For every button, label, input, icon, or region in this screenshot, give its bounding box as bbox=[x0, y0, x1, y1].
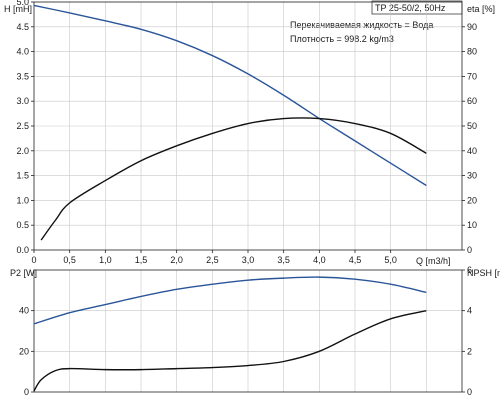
head-efficiency-panel: 0.0 0.5 1.0 1.5 2.0 2.5 3.0 3.5 4.0 4.5 5.0 0 10 20 30… bbox=[16, 0, 477, 265]
right-tick-label: 0 bbox=[467, 245, 472, 255]
x-axis-label: Q [m3/h] bbox=[416, 256, 451, 266]
x-tick-label: 0 bbox=[31, 255, 36, 265]
right-tick-label: 40 bbox=[467, 146, 477, 156]
x-tick-label: 2,5 bbox=[206, 255, 219, 265]
density-annotation: Плотность = 998.2 kg/m3 bbox=[290, 34, 394, 44]
x-tick-label: 5,0 bbox=[384, 255, 397, 265]
left-tick-label: 0.5 bbox=[16, 220, 29, 230]
fluid-annotation: Перекачиваемая жидкость = Вода bbox=[290, 20, 433, 30]
right-tick-label: 2 bbox=[467, 346, 472, 356]
head-curve bbox=[33, 4, 427, 187]
npsh-curve bbox=[33, 309, 427, 392]
right-tick-label: 50 bbox=[467, 121, 477, 131]
right-tick-label: 70 bbox=[467, 71, 477, 81]
right-tick-label: 10 bbox=[467, 220, 477, 230]
plot-frame bbox=[33, 269, 463, 393]
right-tick-label: 30 bbox=[467, 171, 477, 181]
right-tick-label: 6 bbox=[467, 265, 472, 275]
left-tick-label: 1.0 bbox=[16, 195, 29, 205]
left-tick-label: 5.0 bbox=[16, 0, 29, 7]
right-tick-label: 60 bbox=[467, 96, 477, 106]
left-tick-label: 4.0 bbox=[16, 47, 29, 57]
left-tick-label: 4.5 bbox=[16, 22, 29, 32]
x-tick-label: 3,5 bbox=[277, 255, 290, 265]
chart-title: TP 25-50/2, 50Hz bbox=[375, 3, 446, 13]
efficiency-curve bbox=[40, 117, 427, 241]
left-tick-label: 0.0 bbox=[16, 245, 29, 255]
left-tick-label: 1.5 bbox=[16, 171, 29, 181]
bottom-left-unit-p2: P2 [W] bbox=[10, 268, 37, 278]
x-tick-label: 1,0 bbox=[99, 255, 112, 265]
right-tick-label: 80 bbox=[467, 47, 477, 57]
power-p2-curve bbox=[33, 276, 427, 325]
x-tick-label: 3,0 bbox=[242, 255, 255, 265]
gridlines bbox=[34, 270, 462, 392]
left-tick-label: 2.5 bbox=[16, 121, 29, 131]
right-tick-label: 20 bbox=[467, 195, 477, 205]
right-tick-label: 0 bbox=[467, 387, 472, 397]
x-tick-label: 4,5 bbox=[349, 255, 362, 265]
gridlines bbox=[34, 1, 462, 250]
x-tick-label: 1,5 bbox=[135, 255, 148, 265]
bottom-right-unit-npsh: NPSH [mH] bbox=[467, 268, 500, 278]
x-tick-label: 4,0 bbox=[313, 255, 326, 265]
power-npsh-panel: 0 20 40 0 2 4 6 bbox=[19, 265, 472, 397]
right-tick-label: 90 bbox=[467, 22, 477, 32]
left-tick-label: 3.5 bbox=[16, 71, 29, 81]
x-tick-label: 0,5 bbox=[63, 255, 76, 265]
left-tick-label: 3.0 bbox=[16, 96, 29, 106]
right-tick-label: 4 bbox=[467, 306, 472, 316]
left-tick-label: 20 bbox=[19, 346, 29, 356]
top-left-unit-h: H [mH] bbox=[4, 4, 32, 14]
x-tick-label: 2,0 bbox=[170, 255, 183, 265]
plot-frame bbox=[33, 1, 463, 251]
left-tick-label: 40 bbox=[19, 306, 29, 316]
left-tick-label: 0 bbox=[24, 387, 29, 397]
top-right-unit-eta: eta [%] bbox=[467, 4, 495, 14]
left-tick-label: 2.0 bbox=[16, 146, 29, 156]
